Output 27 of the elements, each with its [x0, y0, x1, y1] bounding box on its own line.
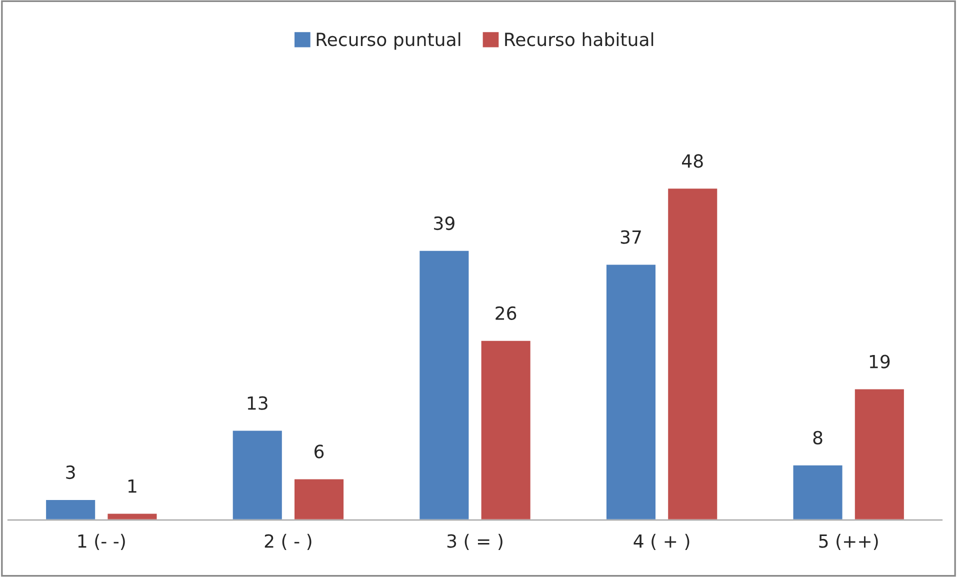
bar [231, 429, 284, 520]
legend-label: Recurso habitual [505, 32, 654, 46]
x-tick-label: 5 (++) [819, 534, 878, 550]
data-label: 1 [128, 480, 136, 493]
data-label: 37 [620, 230, 641, 244]
data-label: 3 [66, 465, 75, 480]
bar [418, 250, 470, 520]
bar [106, 512, 158, 520]
data-label: 26 [496, 306, 516, 320]
legend-label: Recurso puntual [316, 32, 460, 50]
bar [792, 464, 844, 520]
bar [605, 263, 657, 520]
data-label: 13 [248, 396, 268, 410]
bar [854, 388, 906, 520]
bar [480, 339, 532, 520]
bar [293, 478, 345, 520]
x-tick-label: 4 ( + ) [634, 534, 690, 550]
x-tick-label: 2 ( - ) [264, 534, 312, 550]
data-label: 6 [314, 444, 324, 458]
x-tick-label: 1 (- -) [78, 534, 125, 550]
data-label: 39 [434, 216, 454, 230]
data-label: 8 [813, 430, 822, 444]
bar [44, 498, 96, 520]
data-label: 48 [682, 154, 703, 168]
bar [666, 187, 719, 520]
data-label: 19 [870, 354, 890, 368]
x-tick-label: 3 ( = ) [447, 534, 502, 550]
